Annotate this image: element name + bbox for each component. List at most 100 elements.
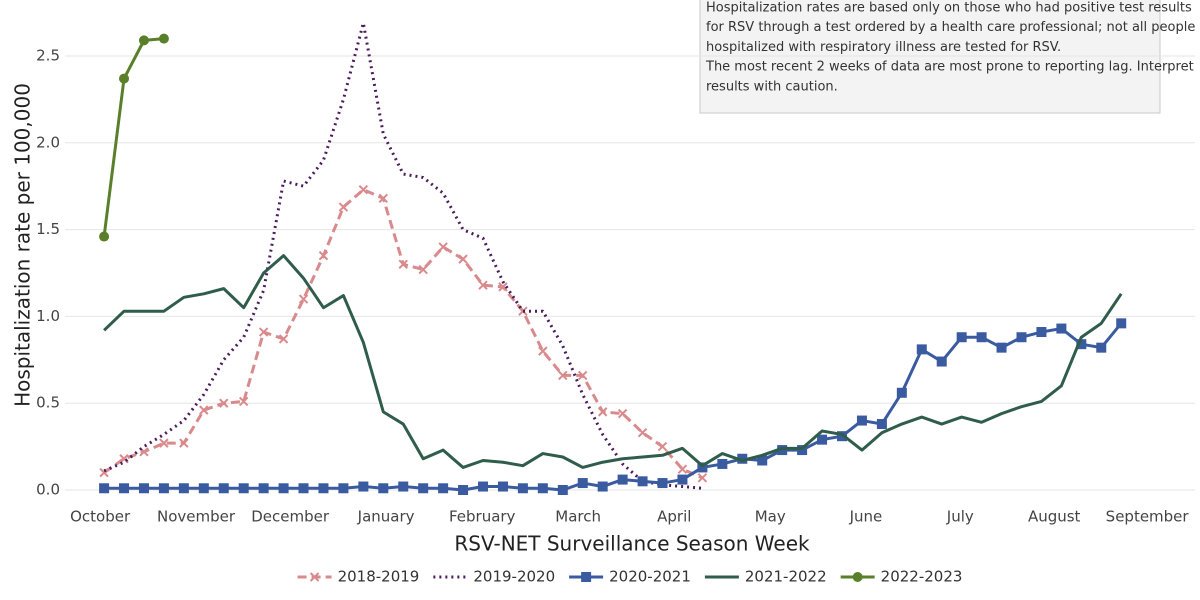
legend-marker xyxy=(852,572,863,582)
y-tick-label: 2.0 xyxy=(36,133,60,151)
data-point xyxy=(119,73,130,84)
data-point xyxy=(418,264,428,275)
data-point xyxy=(697,473,708,483)
data-point xyxy=(478,280,488,290)
data-point xyxy=(99,467,109,478)
legend-label: 2019-2020 xyxy=(473,568,555,586)
y-tick-label: 1.5 xyxy=(36,220,60,238)
data-point xyxy=(497,481,508,492)
data-point xyxy=(876,419,887,430)
legend-label: 2021-2022 xyxy=(745,568,827,586)
x-tick-label: April xyxy=(657,508,691,526)
data-point xyxy=(219,398,229,408)
data-point xyxy=(398,481,409,492)
y-tick-label: 1.0 xyxy=(36,307,60,325)
data-point xyxy=(318,250,329,261)
data-point xyxy=(438,483,449,494)
data-point xyxy=(218,483,229,494)
data-point xyxy=(637,428,648,438)
x-tick-label: March xyxy=(555,508,601,526)
data-point xyxy=(1056,323,1067,334)
data-point xyxy=(138,483,149,494)
legend-label: 2018-2019 xyxy=(338,568,420,586)
data-point xyxy=(1016,332,1027,343)
data-point xyxy=(158,483,169,494)
data-point xyxy=(518,306,528,316)
data-point xyxy=(298,483,309,494)
data-point xyxy=(418,483,429,494)
data-point xyxy=(956,332,967,343)
data-point xyxy=(498,282,508,292)
data-point xyxy=(558,370,568,381)
series-line xyxy=(102,37,165,237)
data-point xyxy=(358,481,369,492)
data-point xyxy=(99,231,110,242)
series-line xyxy=(103,21,703,490)
data-point xyxy=(817,434,828,445)
data-point xyxy=(178,483,189,494)
legend-label: 2020-2021 xyxy=(609,568,691,586)
data-point xyxy=(597,407,608,417)
y-tick-label: 0.5 xyxy=(36,394,60,412)
data-point xyxy=(478,481,489,492)
y-axis-title: Hospitalization rate per 100,000 xyxy=(11,83,35,407)
legend: 2018-2019 2019-2020 2020-2021 2021-2022 2022… xyxy=(297,568,962,586)
series-line xyxy=(103,188,703,480)
data-point xyxy=(138,35,149,46)
data-point xyxy=(757,455,768,466)
data-point xyxy=(338,202,349,212)
data-point xyxy=(1096,342,1107,353)
data-point xyxy=(677,474,688,485)
data-point xyxy=(278,334,289,344)
data-point xyxy=(258,483,269,494)
data-point xyxy=(198,483,209,494)
data-point xyxy=(119,483,130,494)
data-point xyxy=(378,193,389,204)
annotation-line: hospitalized with respiratory illness ar… xyxy=(706,40,1061,55)
data-point xyxy=(278,483,289,494)
data-point xyxy=(657,441,668,452)
x-tick-label: July xyxy=(946,508,974,526)
data-point xyxy=(597,481,608,492)
data-point xyxy=(976,332,987,343)
series-line xyxy=(103,254,1123,469)
data-point xyxy=(179,438,189,448)
data-point xyxy=(677,464,688,474)
x-tick-label: August xyxy=(1028,508,1081,526)
annotation-line: results with caution. xyxy=(706,79,838,94)
data-point xyxy=(737,453,748,464)
data-point xyxy=(916,344,927,355)
data-point xyxy=(936,356,947,367)
x-tick-label: October xyxy=(70,508,131,526)
y-tick-label: 2.5 xyxy=(36,47,60,65)
data-point xyxy=(617,408,628,419)
x-tick-label: June xyxy=(849,508,883,526)
data-point xyxy=(159,438,169,448)
data-point xyxy=(996,342,1007,353)
data-point xyxy=(1116,318,1127,329)
x-axis-title: RSV-NET Surveillance Season Week xyxy=(454,532,810,556)
data-point xyxy=(258,327,269,337)
data-point xyxy=(458,254,468,264)
data-point xyxy=(318,483,329,494)
data-point xyxy=(657,478,668,489)
y-tick-label: 0.0 xyxy=(36,481,60,499)
series-line xyxy=(104,322,1123,492)
annotation-line: The most recent 2 weeks of data are most… xyxy=(705,60,1194,75)
data-point xyxy=(238,483,249,494)
data-point xyxy=(458,485,469,495)
legend-marker xyxy=(581,572,592,582)
data-point xyxy=(517,483,528,494)
data-point xyxy=(637,476,648,487)
x-tick-label: September xyxy=(1106,508,1190,526)
data-point xyxy=(199,405,209,415)
data-point xyxy=(856,415,867,426)
x-tick-label: December xyxy=(251,508,330,526)
data-point xyxy=(398,259,408,270)
data-point xyxy=(358,184,369,195)
x-tick-label: February xyxy=(449,508,516,526)
data-point xyxy=(298,294,309,304)
data-point xyxy=(438,242,448,252)
data-point xyxy=(158,33,169,44)
